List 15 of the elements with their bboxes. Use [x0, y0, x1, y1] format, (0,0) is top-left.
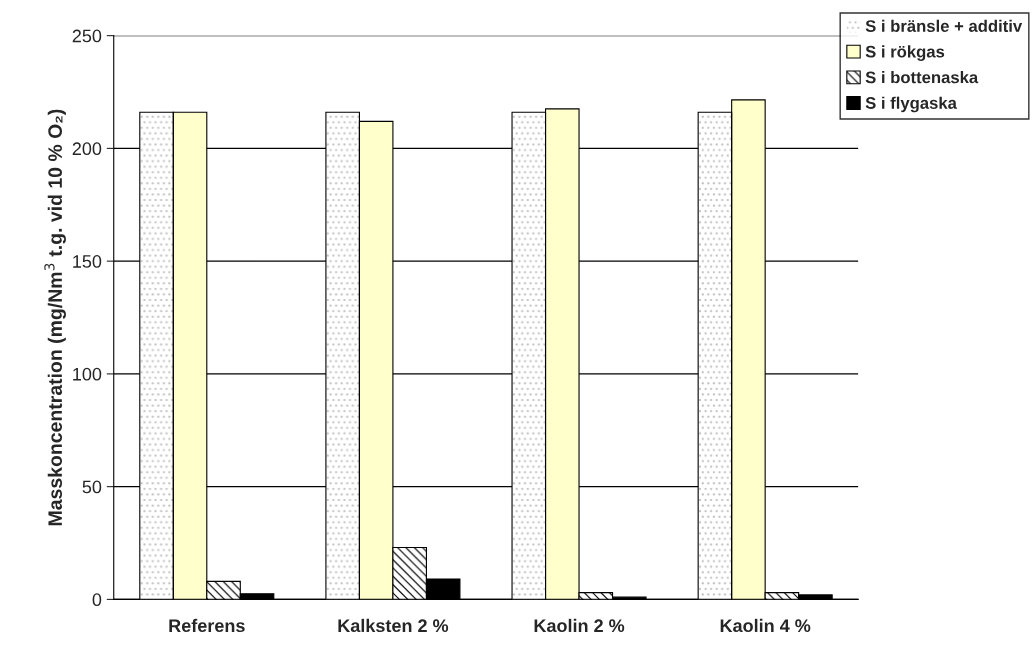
legend-label: S i flygaska: [865, 96, 957, 113]
y-tick-label: 150: [73, 255, 102, 268]
y-tick-label: 50: [82, 480, 102, 494]
y-tick-label: 200: [72, 142, 102, 156]
x-tick-label: Kaolin 4 %: [720, 618, 811, 633]
legend-label: S i bränsle + additiv: [865, 19, 1023, 32]
legend-label: S i bottenaska: [865, 71, 979, 84]
x-tick-label: Kalksten 2 %: [338, 618, 449, 633]
legend-label: S i rökgas: [865, 45, 945, 61]
y-tick-label: 0: [92, 593, 102, 607]
x-tick-label: Kaolin 2 %: [534, 618, 625, 633]
x-tick-label: Referens: [169, 618, 245, 633]
y-tick-label: 250: [72, 29, 102, 43]
y-tick-label: 100: [73, 367, 102, 381]
y-axis-title: Masskoncentration (mg/Nm$^{3}$ t.g. vid 10 % O₂): [44, 109, 66, 526]
